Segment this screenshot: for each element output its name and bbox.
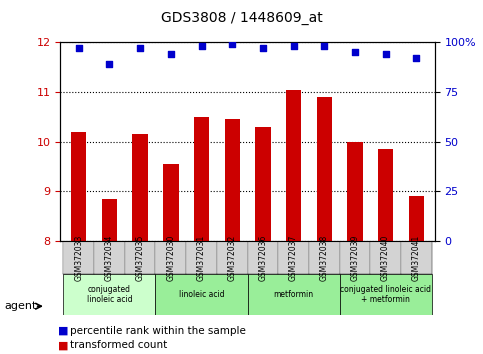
Bar [316, 97, 332, 241]
Text: linoleic acid: linoleic acid [179, 290, 224, 299]
Bar [286, 90, 301, 241]
FancyBboxPatch shape [125, 241, 156, 274]
Text: GSM372030: GSM372030 [166, 234, 175, 281]
Text: conjugated linoleic acid
+ metformin: conjugated linoleic acid + metformin [340, 285, 431, 304]
Bar [409, 196, 424, 241]
FancyBboxPatch shape [156, 274, 248, 315]
FancyBboxPatch shape [309, 241, 340, 274]
Point [106, 62, 114, 67]
Text: GSM372035: GSM372035 [136, 234, 144, 281]
Text: ■: ■ [58, 340, 69, 350]
Text: GSM372032: GSM372032 [227, 234, 237, 281]
Point [320, 44, 328, 49]
Bar [163, 164, 179, 241]
Bar [255, 127, 270, 241]
Text: metformin: metformin [273, 290, 313, 299]
Text: percentile rank within the sample: percentile rank within the sample [70, 326, 246, 336]
Bar [102, 199, 117, 241]
Point [412, 56, 420, 61]
Point [290, 44, 298, 49]
Text: conjugated
linoleic acid: conjugated linoleic acid [86, 285, 132, 304]
FancyBboxPatch shape [248, 274, 340, 315]
Text: GSM372036: GSM372036 [258, 234, 268, 281]
FancyBboxPatch shape [156, 241, 186, 274]
Text: GSM372038: GSM372038 [320, 234, 329, 281]
FancyBboxPatch shape [63, 274, 156, 315]
FancyBboxPatch shape [278, 241, 309, 274]
FancyBboxPatch shape [340, 274, 432, 315]
FancyBboxPatch shape [63, 241, 94, 274]
Text: agent: agent [5, 301, 37, 311]
Text: GSM372034: GSM372034 [105, 234, 114, 281]
Point [136, 46, 144, 51]
Text: GSM372040: GSM372040 [381, 234, 390, 281]
FancyBboxPatch shape [217, 241, 248, 274]
Point [382, 52, 389, 57]
Point [198, 44, 205, 49]
Text: GSM372033: GSM372033 [74, 234, 83, 281]
FancyBboxPatch shape [401, 241, 432, 274]
Point [259, 46, 267, 51]
FancyBboxPatch shape [186, 241, 217, 274]
Text: GSM372041: GSM372041 [412, 234, 421, 281]
Point [351, 50, 359, 55]
Point [75, 46, 83, 51]
Point [167, 52, 175, 57]
FancyBboxPatch shape [248, 241, 278, 274]
Text: GDS3808 / 1448609_at: GDS3808 / 1448609_at [161, 11, 322, 25]
Point [228, 42, 236, 47]
Text: GSM372039: GSM372039 [351, 234, 359, 281]
Bar [132, 134, 148, 241]
FancyBboxPatch shape [94, 241, 125, 274]
Text: ■: ■ [58, 326, 69, 336]
Text: GSM372037: GSM372037 [289, 234, 298, 281]
FancyBboxPatch shape [340, 241, 370, 274]
Text: transformed count: transformed count [70, 340, 167, 350]
Bar [347, 142, 363, 241]
FancyBboxPatch shape [370, 241, 401, 274]
Bar [225, 119, 240, 241]
Text: GSM372031: GSM372031 [197, 234, 206, 281]
Bar [71, 132, 86, 241]
Bar [378, 149, 393, 241]
Bar [194, 117, 209, 241]
